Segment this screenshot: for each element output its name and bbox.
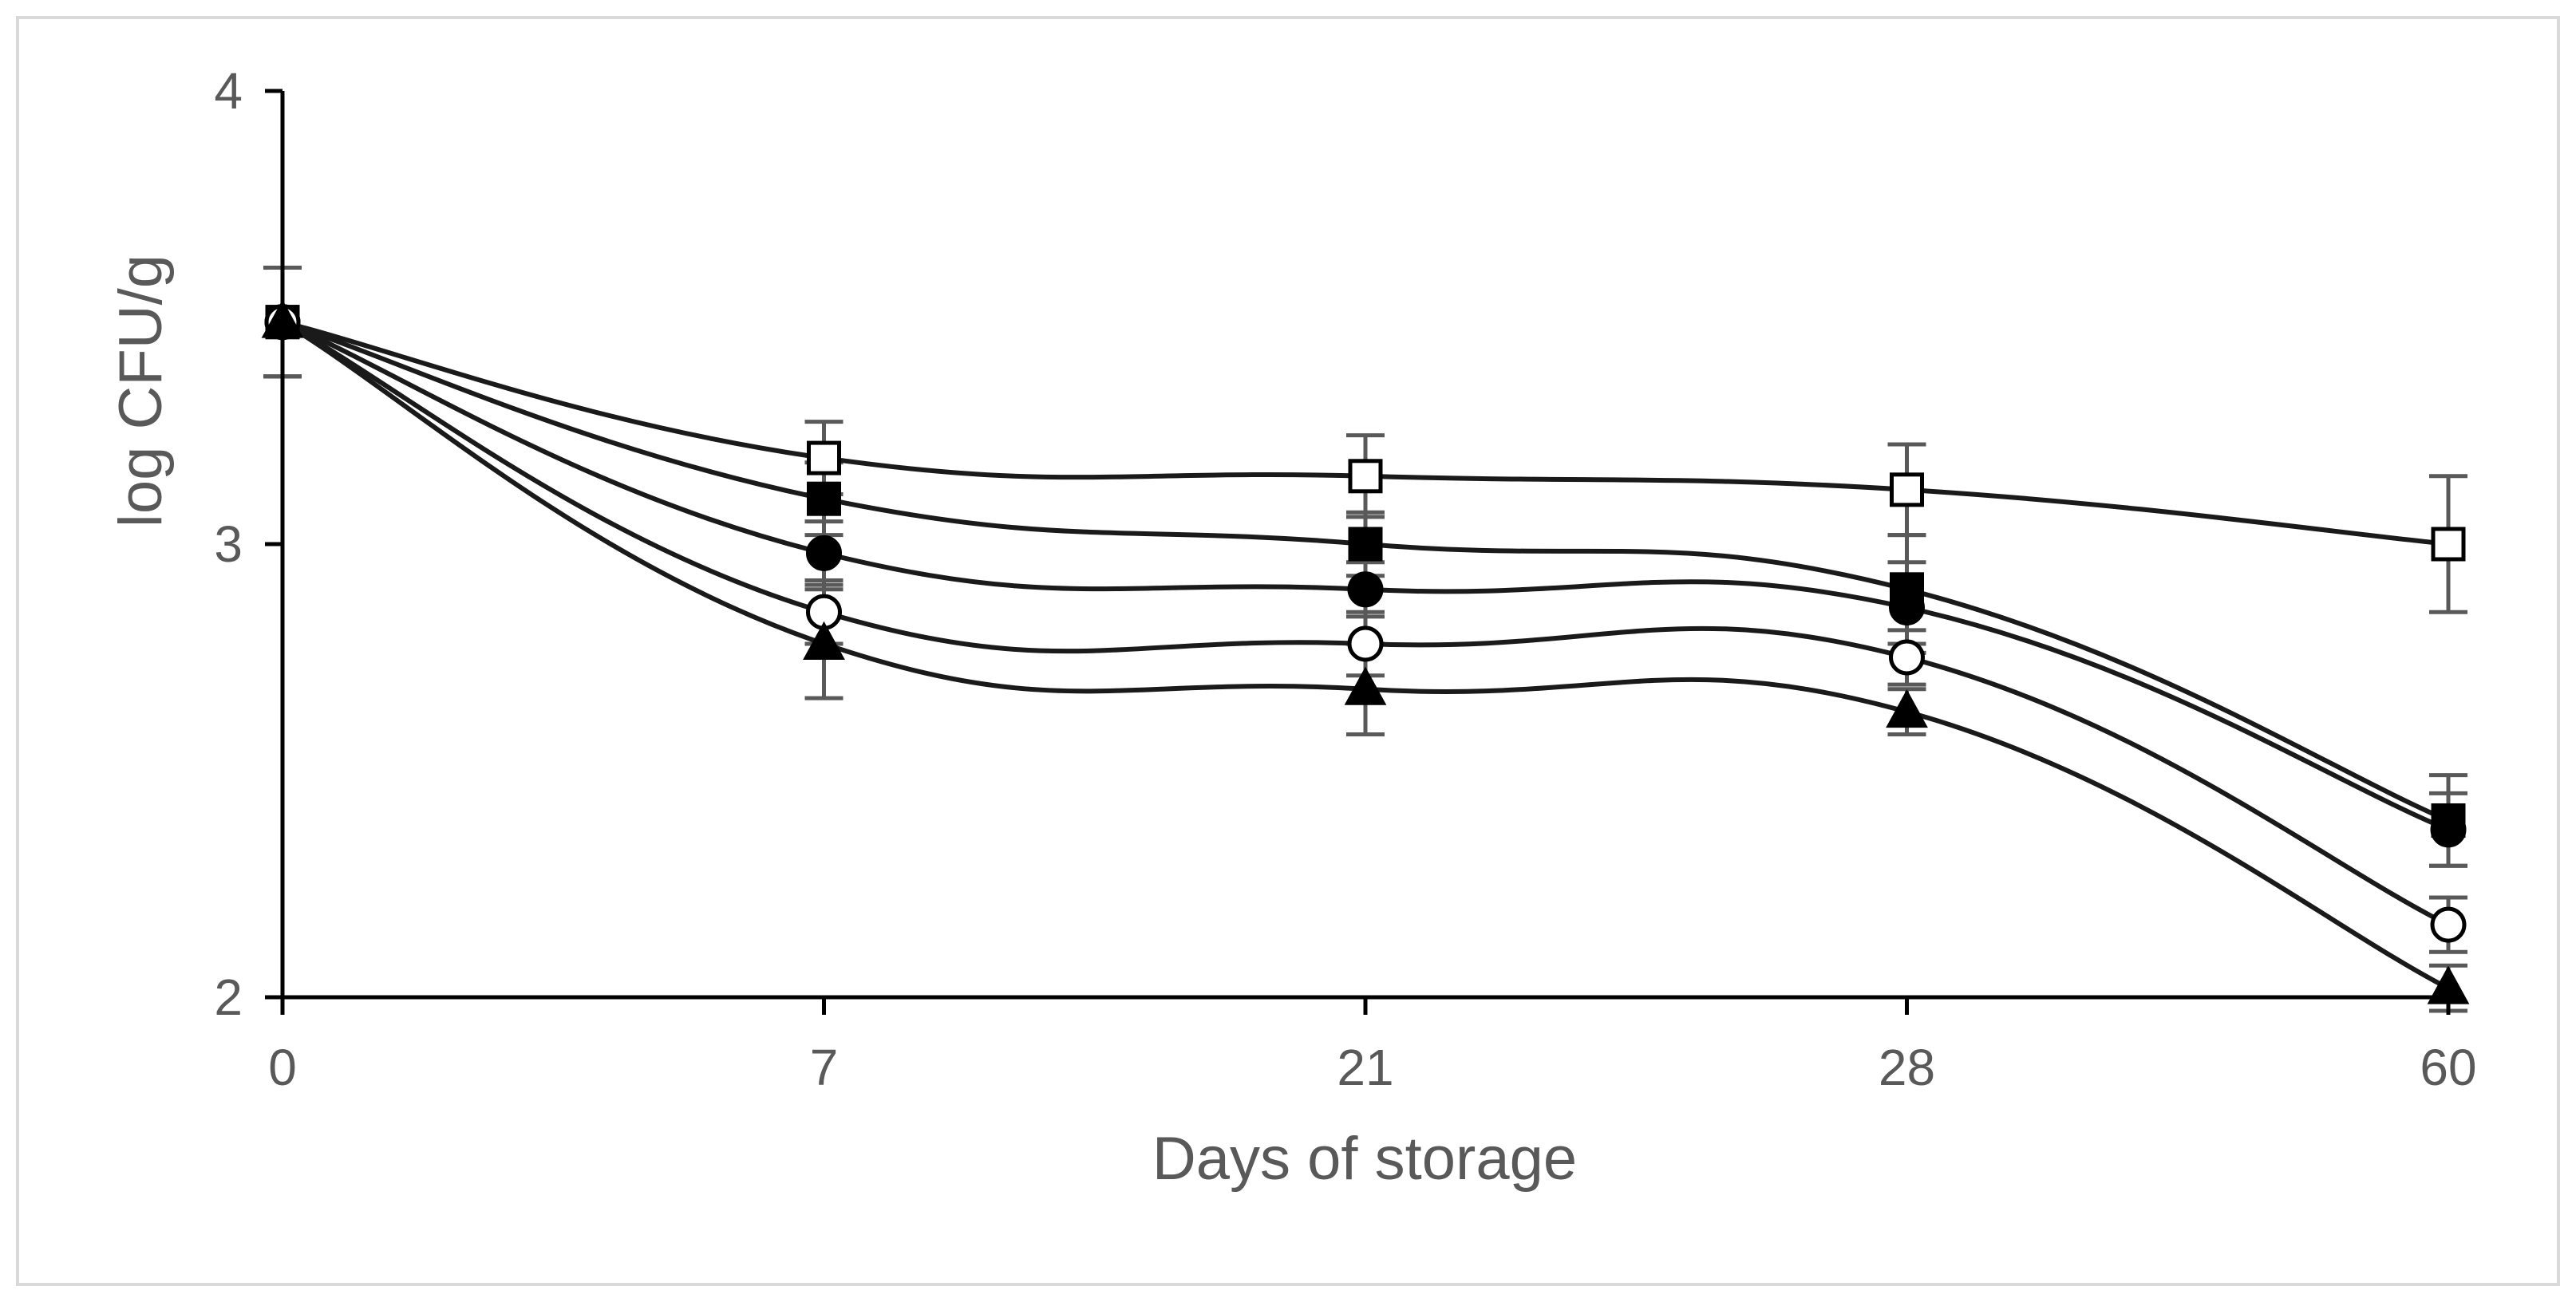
chart-frame: [16, 16, 2560, 1286]
data-point-circle: [2430, 906, 2467, 943]
data-point-circle: [806, 535, 842, 571]
data-point-triangle: [1344, 666, 1387, 705]
data-point-triangle: [1886, 688, 1928, 728]
data-point-triangle: [803, 621, 845, 660]
y-tick-label: 4: [214, 62, 243, 120]
data-point-square: [807, 440, 841, 475]
data-point-circle: [1347, 571, 1384, 608]
y-axis-title: log CFU/g: [107, 254, 175, 527]
data-point-square: [1348, 459, 1383, 494]
data-point-square: [1348, 527, 1383, 562]
data-point-circle: [2430, 811, 2467, 848]
data-point-circle: [1347, 625, 1384, 662]
y-tick-label: 3: [214, 515, 243, 573]
x-tick-label: 28: [1879, 1039, 1935, 1096]
x-tick-label: 60: [2420, 1039, 2476, 1096]
data-point-circle: [1889, 639, 1925, 676]
x-tick-label: 0: [268, 1039, 297, 1096]
data-point-circle: [1889, 590, 1925, 626]
y-tick-label: 2: [214, 969, 243, 1026]
data-point-square: [2431, 527, 2466, 562]
x-tick-label: 21: [1337, 1039, 1393, 1096]
data-point-square: [807, 481, 841, 516]
data-point-triangle: [2427, 965, 2470, 1004]
data-point-square: [1890, 472, 1924, 507]
x-axis-title: Days of storage: [1152, 1125, 1577, 1193]
data-point-triangle: [261, 299, 304, 338]
x-tick-label: 7: [810, 1039, 839, 1096]
